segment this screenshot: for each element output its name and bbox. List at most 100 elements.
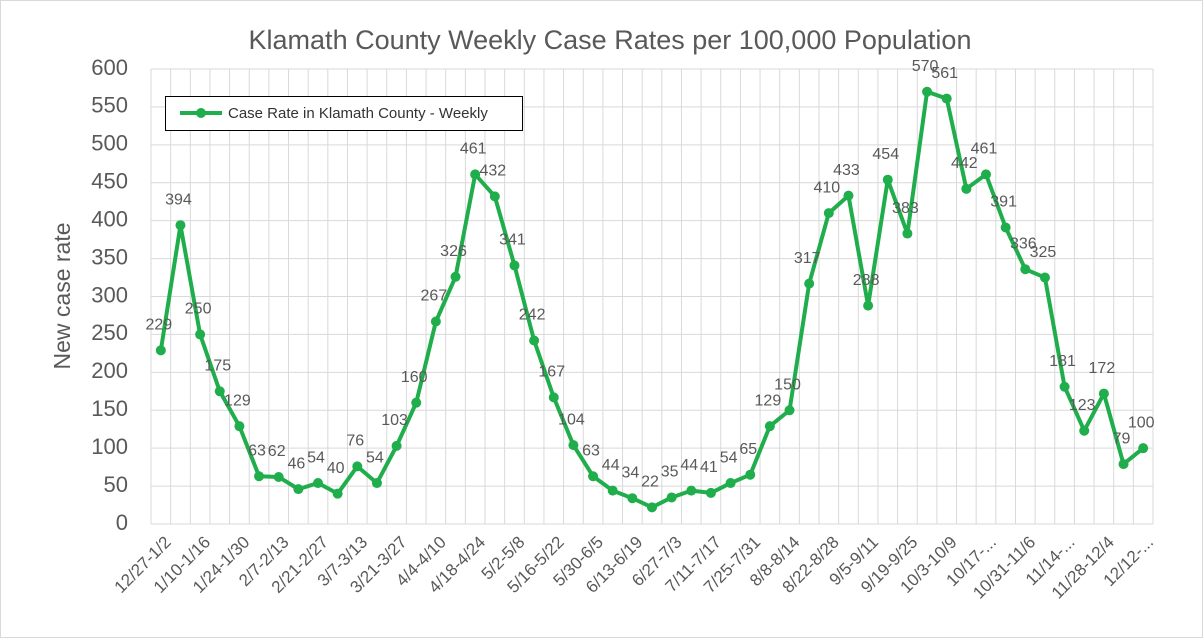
data-point: [1138, 443, 1149, 454]
data-label: 326: [440, 243, 467, 260]
data-label: 40: [327, 460, 345, 477]
data-point: [627, 493, 638, 504]
data-point: [941, 93, 952, 104]
data-point: [411, 397, 422, 408]
data-point: [509, 260, 520, 271]
data-point: [745, 469, 756, 480]
data-label: 100: [1128, 414, 1155, 431]
data-label: 76: [346, 433, 364, 450]
data-label: 103: [381, 412, 408, 429]
data-point: [981, 169, 991, 180]
data-label: 394: [165, 191, 192, 208]
chart-title: Klamath County Weekly Case Rates per 100…: [249, 25, 972, 55]
data-label: 79: [1113, 430, 1131, 447]
data-point: [1039, 272, 1050, 283]
data-point: [647, 502, 657, 513]
data-label: 461: [460, 141, 487, 158]
y-tick-label: 50: [104, 472, 128, 497]
data-point: [823, 208, 834, 219]
y-tick-label: 0: [116, 510, 128, 535]
data-label: 341: [499, 232, 526, 249]
y-tick-label: 450: [91, 169, 128, 194]
data-point: [804, 278, 815, 289]
data-label: 44: [602, 457, 620, 474]
data-label: 561: [931, 65, 958, 82]
data-point: [214, 386, 225, 397]
data-label: 383: [892, 200, 919, 217]
data-point: [1000, 222, 1011, 233]
y-tick-label: 250: [91, 320, 128, 345]
legend-label: Case Rate in Klamath County - Weekly: [228, 105, 488, 122]
y-tick-label: 150: [91, 396, 128, 421]
y-axis-label: New case rate: [49, 222, 75, 369]
data-point: [332, 488, 343, 499]
data-label: 129: [755, 392, 782, 409]
data-point: [882, 174, 893, 185]
legend: Case Rate in Klamath County - Weekly: [165, 96, 523, 131]
data-point: [450, 271, 461, 282]
data-label: 461: [971, 141, 998, 158]
y-tick-label: 100: [91, 434, 128, 459]
data-label: 160: [401, 369, 428, 386]
data-point: [371, 478, 382, 489]
data-label: 442: [951, 155, 978, 172]
y-tick-label: 200: [91, 358, 128, 383]
data-label: 432: [479, 163, 506, 180]
data-point: [293, 484, 304, 495]
data-label: 41: [700, 459, 718, 476]
data-label: 129: [224, 392, 251, 409]
data-point: [234, 421, 245, 432]
data-point: [352, 461, 363, 472]
data-point: [1079, 425, 1090, 436]
data-point: [430, 316, 441, 327]
legend-box: [165, 96, 523, 131]
data-point: [1098, 388, 1109, 399]
data-point: [195, 329, 206, 340]
data-point: [961, 183, 972, 194]
data-point: [902, 228, 913, 239]
data-label: 288: [853, 272, 880, 289]
data-label: 167: [538, 364, 565, 381]
data-label: 123: [1069, 397, 1096, 414]
data-point: [1118, 459, 1129, 470]
data-point: [155, 345, 166, 356]
data-point: [1020, 264, 1031, 275]
data-label: 54: [720, 449, 738, 466]
data-label: 46: [287, 455, 305, 472]
y-tick-label: 500: [91, 131, 128, 156]
data-label: 150: [774, 376, 801, 393]
data-point: [391, 440, 402, 451]
data-point: [666, 492, 677, 503]
data-label: 570: [912, 58, 939, 75]
data-label: 410: [813, 179, 840, 196]
data-label: 172: [1089, 360, 1116, 377]
data-point: [764, 421, 775, 432]
data-label: 267: [421, 288, 448, 305]
data-point: [607, 485, 618, 496]
data-point: [922, 86, 933, 97]
y-tick-label: 550: [91, 93, 128, 118]
y-tick-label: 600: [91, 55, 128, 80]
data-label: 229: [145, 317, 172, 334]
data-label: 325: [1030, 244, 1057, 261]
data-label: 317: [794, 250, 821, 267]
data-label: 104: [558, 411, 585, 428]
data-label: 54: [366, 449, 384, 466]
data-point: [313, 478, 323, 489]
data-label: 62: [268, 443, 286, 460]
data-point: [175, 220, 186, 231]
legend-marker: [196, 108, 206, 118]
data-label: 181: [1049, 353, 1076, 370]
data-point: [470, 169, 481, 180]
data-label: 63: [248, 442, 266, 459]
data-label: 35: [661, 464, 679, 481]
data-point: [588, 471, 599, 482]
data-point: [273, 471, 284, 482]
data-point: [686, 485, 697, 496]
data-label: 336: [1010, 235, 1037, 252]
data-label: 433: [833, 162, 860, 179]
data-label: 242: [519, 307, 546, 324]
data-point: [784, 405, 795, 416]
data-label: 175: [204, 358, 231, 375]
